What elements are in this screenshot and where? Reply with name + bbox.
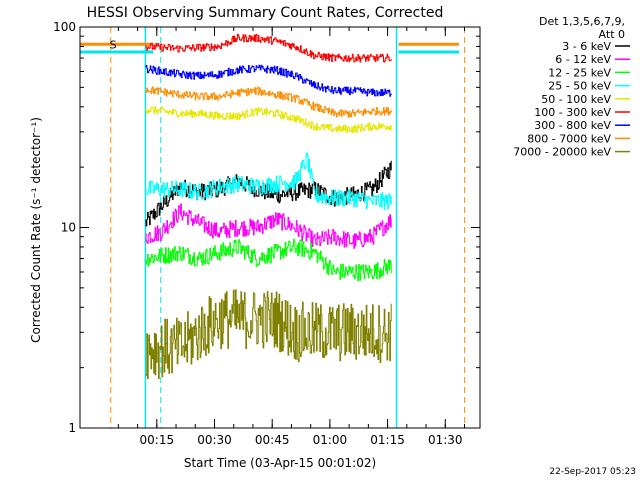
x-tick-label: 00:30 xyxy=(197,433,232,447)
legend-label: 6 - 12 keV xyxy=(555,53,611,66)
series-trace xyxy=(145,33,392,63)
legend-label: 800 - 7000 keV xyxy=(527,132,611,145)
footer-timestamp: 22-Sep-2017 05:23 xyxy=(549,467,636,477)
legend-label: 25 - 50 keV xyxy=(548,80,611,93)
legend-label: 3 - 6 keV xyxy=(562,40,611,53)
x-tick-label: 01:15 xyxy=(370,433,405,447)
legend-label: 12 - 25 keV xyxy=(548,66,611,79)
x-tick-label: 01:00 xyxy=(313,433,348,447)
series-50-100keV xyxy=(145,106,392,134)
series-12-25keV xyxy=(145,238,392,282)
series-800-7000keV xyxy=(145,86,392,118)
legend-header-detectors: Det 1,3,5,6,7,9, xyxy=(539,15,625,28)
series-trace xyxy=(145,238,392,282)
series-7000-20000keV xyxy=(145,289,392,379)
series-trace xyxy=(145,289,392,379)
legend-label: 50 - 100 keV xyxy=(541,93,611,106)
x-tick-label: 00:15 xyxy=(140,433,175,447)
legend-label: 7000 - 20000 keV xyxy=(513,146,611,159)
series-trace xyxy=(145,64,392,97)
plot-frame xyxy=(79,26,481,429)
series-trace xyxy=(145,106,392,134)
chart-title: HESSI Observing Summary Count Rates, Cor… xyxy=(87,5,444,21)
series-25-50keV xyxy=(145,152,392,211)
y-tick-label: 1 xyxy=(68,421,76,435)
series-trace xyxy=(145,203,392,249)
y-tick-label: 10 xyxy=(61,221,76,235)
x-axis-label: Start Time (03-Apr-15 00:01:02) xyxy=(184,456,376,470)
marker-layer: S xyxy=(80,27,466,428)
axis-layer: 00:15 00:30 00:45 01:00 01:15 01:30 1 10 100 xyxy=(53,20,480,447)
series-300-800keV xyxy=(145,64,392,97)
x-tick-label: 01:30 xyxy=(428,433,463,447)
legend-header-attenuator: Att 0 xyxy=(599,28,625,41)
legend-label: 300 - 800 keV xyxy=(534,119,611,132)
series-100-300keV xyxy=(145,33,392,63)
series-6-12keV xyxy=(145,203,392,249)
x-tick-label: 00:45 xyxy=(255,433,290,447)
series-layer xyxy=(145,33,392,379)
y-tick-label: 100 xyxy=(53,20,76,34)
flag-label: S xyxy=(110,38,117,51)
legend-label: 100 - 300 keV xyxy=(534,106,611,119)
series-trace xyxy=(145,86,392,118)
y-axis-label: Corrected Count Rate (s⁻¹ detector⁻¹) xyxy=(29,117,43,343)
series-trace xyxy=(145,152,392,211)
